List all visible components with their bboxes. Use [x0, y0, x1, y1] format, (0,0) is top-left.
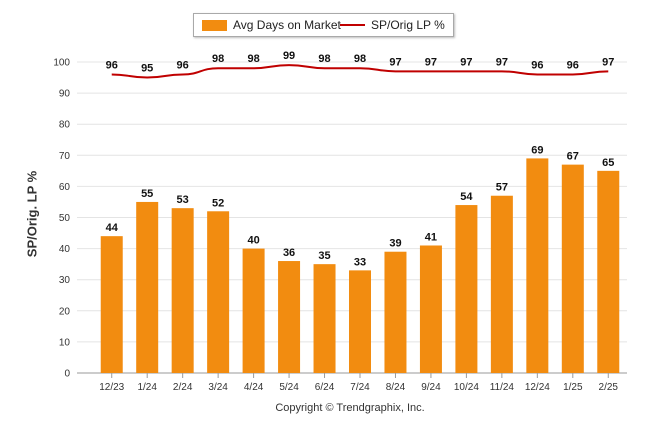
bar-data-label: 55: [141, 188, 153, 200]
y-axis-title: SP/Orig. LP %: [24, 170, 40, 258]
line-data-label: 97: [460, 56, 472, 68]
bar-data-label: 41: [425, 231, 437, 243]
y-tick-label: 20: [59, 306, 71, 317]
y-tick-label: 80: [59, 120, 71, 131]
bar: [597, 170, 620, 373]
bar-data-label: 67: [567, 151, 579, 163]
chart-legend: Avg Days on Market SP/Orig LP %: [193, 13, 454, 37]
x-tick-label: 11/24: [490, 382, 515, 393]
line-series-path: [111, 64, 609, 79]
legend-item-bar: Avg Days on Market: [202, 18, 341, 32]
x-tick-label: 10/24: [454, 382, 479, 393]
bar-data-label: 33: [354, 256, 366, 268]
bar: [313, 264, 336, 373]
bar: [384, 251, 407, 373]
bar: [136, 201, 159, 373]
legend-swatch-bar: [202, 19, 227, 31]
bar: [278, 261, 301, 373]
copyright-text: Copyright © Trendgraphix, Inc.: [275, 402, 425, 414]
line-data-label: 98: [212, 53, 224, 65]
bar-data-label: 69: [531, 144, 543, 156]
y-tick-label: 40: [59, 244, 71, 255]
line-data-label: 96: [531, 59, 543, 71]
y-tick-label: 30: [59, 275, 71, 286]
x-tick-label: 5/24: [279, 382, 299, 393]
line-data-label: 99: [283, 50, 295, 62]
legend-swatch-line: [340, 24, 365, 26]
line-data-label: 96: [177, 59, 189, 71]
x-tick-label: 9/24: [421, 382, 441, 393]
bar: [207, 211, 230, 373]
line-data-label: 98: [247, 53, 259, 65]
y-tick-label: 10: [59, 337, 71, 348]
bar-data-label: 44: [106, 222, 119, 234]
legend-item-line: SP/Orig LP %: [340, 18, 445, 32]
bar: [100, 236, 123, 373]
bar: [349, 270, 371, 373]
x-tick-label: 12/23: [99, 382, 124, 393]
bar-data-label: 57: [496, 182, 508, 194]
x-tick-label: 2/25: [599, 382, 619, 393]
bar: [171, 208, 194, 373]
bar-data-label: 54: [460, 191, 473, 203]
x-tick-label: 6/24: [315, 382, 335, 393]
bar-data-label: 40: [247, 235, 259, 247]
bar: [561, 164, 584, 373]
bar: [419, 245, 442, 373]
bar: [490, 195, 513, 373]
bar-data-label: 65: [602, 157, 614, 169]
bar-data-label: 52: [212, 197, 224, 209]
bar: [242, 248, 265, 373]
x-tick-label: 7/24: [350, 382, 370, 393]
line-data-label: 97: [602, 56, 614, 68]
y-tick-label: 60: [59, 182, 71, 193]
x-tick-label: 8/24: [386, 382, 406, 393]
legend-label-bar: Avg Days on Market: [233, 18, 341, 32]
bar-data-label: 53: [177, 194, 189, 206]
y-tick-label: 70: [59, 151, 71, 162]
x-tick-label: 1/25: [563, 382, 583, 393]
x-tick-label: 12/24: [525, 382, 550, 393]
line-data-label: 95: [141, 63, 153, 75]
bar: [526, 158, 549, 373]
line-data-label: 97: [389, 56, 401, 68]
x-tick-label: 2/24: [173, 382, 193, 393]
y-tick-label: 50: [59, 213, 71, 224]
x-tick-label: 1/24: [137, 382, 157, 393]
x-tick-label: 4/24: [244, 382, 264, 393]
x-tick-label: 3/24: [208, 382, 228, 393]
y-tick-label: 0: [64, 369, 70, 380]
line-data-label: 96: [106, 59, 118, 71]
legend-label-line: SP/Orig LP %: [371, 18, 445, 32]
line-data-label: 98: [318, 53, 330, 65]
line-data-label: 96: [567, 59, 579, 71]
line-data-label: 97: [496, 56, 508, 68]
line-data-label: 97: [425, 56, 437, 68]
bar-data-label: 39: [389, 238, 401, 250]
y-tick-label: 100: [53, 58, 70, 69]
bar-data-label: 36: [283, 247, 295, 259]
bar: [455, 205, 478, 373]
line-data-label: 98: [354, 53, 366, 65]
y-tick-label: 90: [59, 89, 71, 100]
bar-data-label: 35: [318, 250, 330, 262]
